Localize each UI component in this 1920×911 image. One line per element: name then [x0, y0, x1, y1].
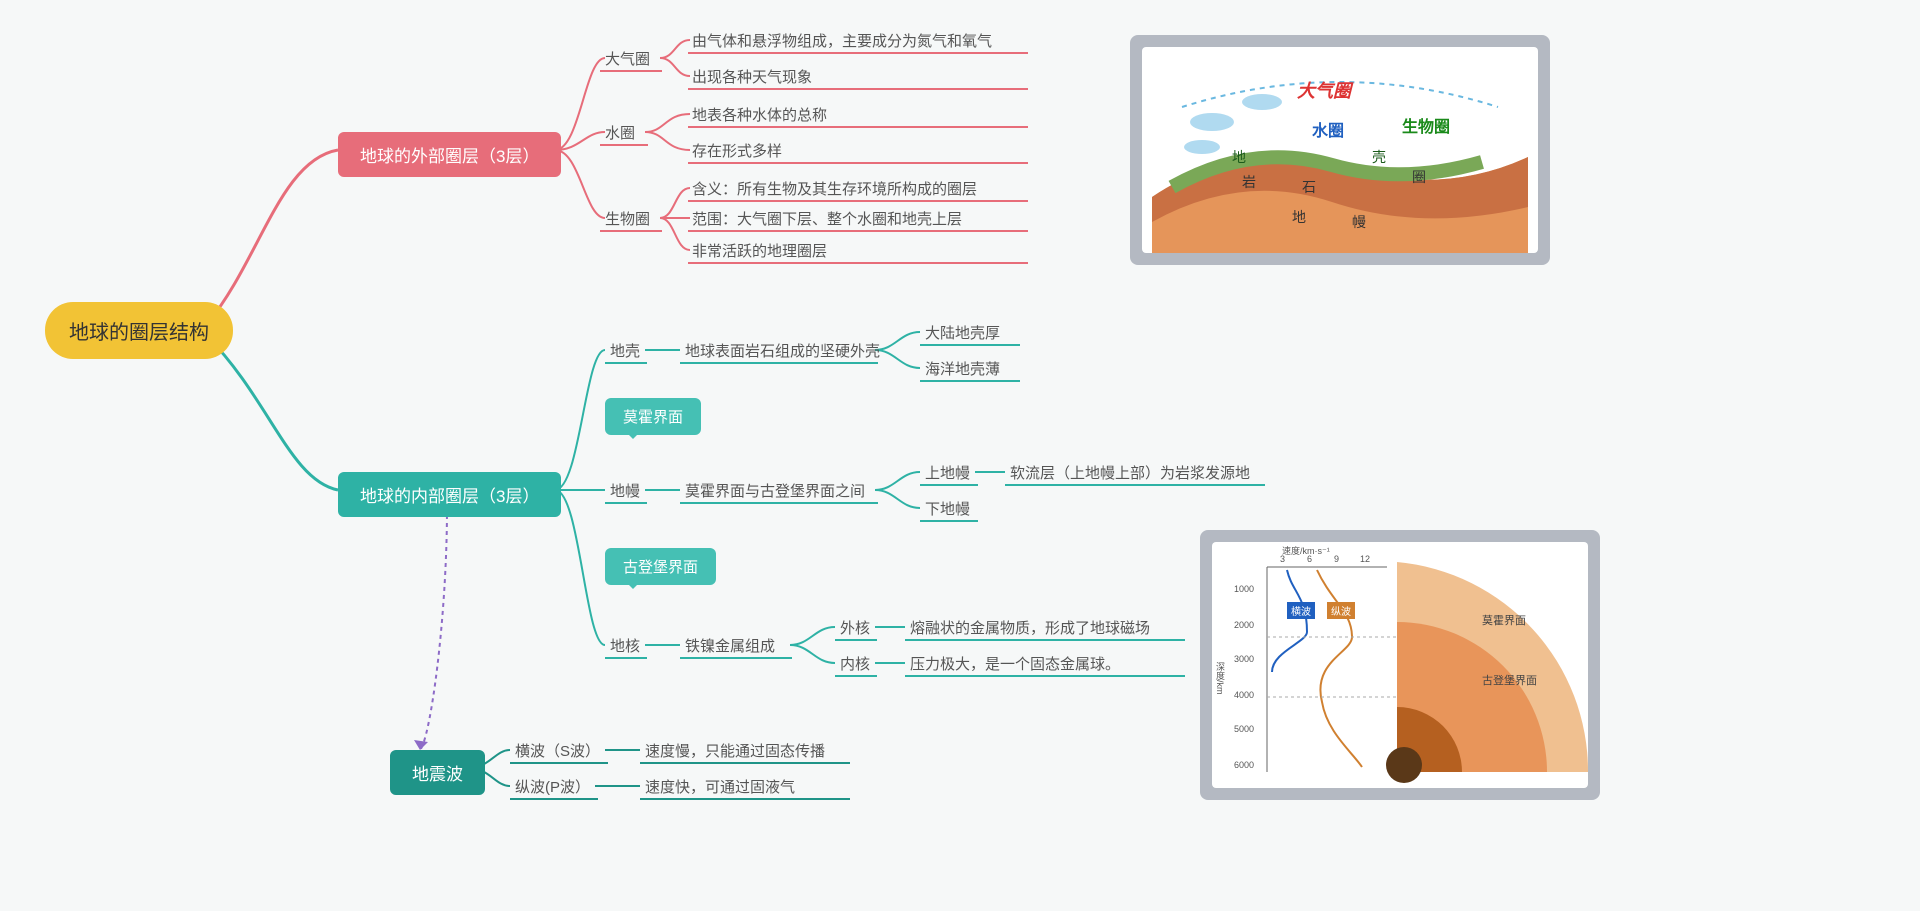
- ul: [905, 675, 1185, 677]
- ul: [688, 52, 1028, 54]
- upper-mantle: 上地幔: [925, 462, 970, 483]
- biosphere-label[interactable]: 生物圈: [605, 208, 650, 229]
- crust-leaf2: 海洋地壳薄: [925, 358, 1000, 379]
- thumb2-y4: 5000: [1234, 724, 1254, 734]
- thumb1-mantle2: 幔: [1352, 212, 1366, 232]
- ul: [640, 798, 850, 800]
- thumb2-xlabel: 速度/km·s⁻¹: [1282, 544, 1330, 557]
- ul: [600, 144, 648, 146]
- external-branch[interactable]: 地球的外部圈层（3层）: [338, 132, 561, 177]
- inner-core-desc: 压力极大，是一个固态金属球。: [910, 653, 1120, 674]
- lower-mantle: 下地幔: [925, 498, 970, 519]
- thumb2-zongbo: 纵波: [1327, 602, 1355, 619]
- thumb1-litho3: 圈: [1412, 167, 1426, 187]
- bio-leaf1: 含义：所有生物及其生存环境所构成的圈层: [692, 178, 977, 199]
- thumb2-x0: 3: [1280, 554, 1285, 564]
- ul: [1005, 484, 1265, 486]
- ul: [920, 344, 1020, 346]
- ul: [835, 639, 877, 641]
- ul: [905, 639, 1185, 641]
- thumb1-litho2: 石: [1302, 177, 1316, 197]
- p-wave-desc: 速度快，可通过固液气: [645, 776, 795, 797]
- inner-core: 内核: [840, 653, 870, 674]
- hydro-leaf2: 存在形式多样: [692, 140, 782, 161]
- thumb2-y5: 6000: [1234, 760, 1254, 770]
- ul: [920, 520, 978, 522]
- bio-leaf2: 范围：大气圈下层、整个水圈和地壳上层: [692, 208, 962, 229]
- ul: [510, 762, 608, 764]
- thumb1-litho1: 岩: [1242, 172, 1256, 192]
- ul: [605, 657, 647, 659]
- crust-desc: 地球表面岩石组成的坚硬外壳: [685, 340, 880, 361]
- thumbnail-earth-section: 速度/km·s⁻¹ 深度/km 横波 纵波 莫霍界面 古登堡界面 1000 20…: [1200, 530, 1600, 800]
- gutenberg-callout[interactable]: 古登堡界面: [605, 548, 716, 585]
- seismic-branch[interactable]: 地震波: [390, 750, 485, 795]
- thumb1-crust1: 地: [1232, 147, 1246, 167]
- outer-core: 外核: [840, 617, 870, 638]
- mantle-desc: 莫霍界面与古登堡界面之间: [685, 480, 865, 501]
- ul: [688, 230, 1028, 232]
- ul: [640, 762, 850, 764]
- thumb2-moho: 莫霍界面: [1482, 612, 1526, 628]
- atmosphere-label[interactable]: 大气圈: [605, 48, 650, 69]
- crust-label[interactable]: 地壳: [610, 340, 640, 361]
- atmo-leaf2: 出现各种天气现象: [692, 66, 812, 87]
- atmo-leaf1: 由气体和悬浮物组成，主要成分为氮气和氧气: [692, 30, 992, 51]
- thumb2-y2: 3000: [1234, 654, 1254, 664]
- ul: [510, 798, 598, 800]
- thumb2-ylabel: 深度/km: [1214, 662, 1227, 695]
- crust-leaf1: 大陆地壳厚: [925, 322, 1000, 343]
- thumb1-hydro: 水圈: [1312, 117, 1344, 141]
- thumb2-x1: 6: [1307, 554, 1312, 564]
- ul: [605, 362, 647, 364]
- thumb1-atmo: 大气圈: [1297, 77, 1351, 103]
- ul: [688, 200, 1028, 202]
- hydrosphere-label[interactable]: 水圈: [605, 122, 635, 143]
- internal-branch[interactable]: 地球的内部圈层（3层）: [338, 472, 561, 517]
- ul: [680, 502, 878, 504]
- ul: [920, 484, 978, 486]
- ul: [680, 657, 792, 659]
- ul: [688, 126, 1028, 128]
- ul: [680, 362, 878, 364]
- hydro-leaf1: 地表各种水体的总称: [692, 104, 827, 125]
- s-wave: 横波（S波）: [515, 740, 600, 761]
- thumb2-x3: 12: [1360, 554, 1370, 564]
- mantle-label[interactable]: 地幔: [610, 480, 640, 501]
- ul: [600, 230, 662, 232]
- ul: [688, 262, 1028, 264]
- thumb1-bio: 生物圈: [1402, 113, 1450, 137]
- p-wave: 纵波(P波）: [515, 776, 590, 797]
- ul: [688, 162, 1028, 164]
- thumb2-hengbo: 横波: [1287, 602, 1315, 619]
- bio-leaf3: 非常活跃的地理圈层: [692, 240, 827, 261]
- thumb1-crust2: 壳: [1372, 147, 1386, 167]
- ul: [600, 70, 662, 72]
- core-desc: 铁镍金属组成: [685, 635, 775, 656]
- moho-callout[interactable]: 莫霍界面: [605, 398, 701, 435]
- thumb2-guten: 古登堡界面: [1482, 672, 1537, 688]
- ul: [835, 675, 877, 677]
- thumb2-y0: 1000: [1234, 584, 1254, 594]
- core-label[interactable]: 地核: [610, 635, 640, 656]
- ul: [688, 88, 1028, 90]
- upper-mantle-desc: 软流层（上地幔上部）为岩浆发源地: [1010, 462, 1250, 483]
- thumb1-mantle1: 地: [1292, 207, 1306, 227]
- ul: [605, 502, 647, 504]
- thumb2-y3: 4000: [1234, 690, 1254, 700]
- connector-lines: [0, 0, 1920, 911]
- s-wave-desc: 速度慢，只能通过固态传播: [645, 740, 825, 761]
- outer-core-desc: 熔融状的金属物质，形成了地球磁场: [910, 617, 1150, 638]
- thumb2-x2: 9: [1334, 554, 1339, 564]
- ul: [920, 380, 1020, 382]
- root-node[interactable]: 地球的圈层结构: [45, 302, 233, 359]
- thumbnail-spheres: 大气圈 水圈 生物圈 地 壳 岩 石 圈 地 幔: [1130, 35, 1550, 265]
- thumb2-y1: 2000: [1234, 620, 1254, 630]
